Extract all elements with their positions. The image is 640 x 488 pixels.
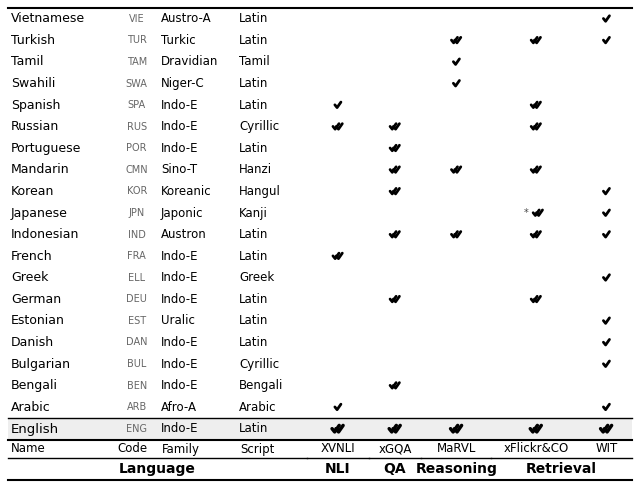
Text: Indo-E: Indo-E — [161, 423, 198, 435]
Text: Latin: Latin — [239, 12, 269, 25]
Text: JPN: JPN — [129, 208, 145, 218]
Text: Bengali: Bengali — [239, 379, 284, 392]
Text: Latin: Latin — [239, 99, 269, 112]
Text: RUS: RUS — [127, 122, 147, 132]
Text: Arabic: Arabic — [11, 401, 51, 414]
Text: German: German — [11, 293, 61, 306]
Text: Greek: Greek — [11, 271, 49, 284]
Text: Korean: Korean — [11, 185, 54, 198]
Bar — [8, 418, 632, 440]
Text: Swahili: Swahili — [11, 77, 56, 90]
Text: DAN: DAN — [126, 338, 147, 347]
Text: *: * — [524, 208, 529, 218]
Text: QA: QA — [384, 462, 406, 476]
Text: Indonesian: Indonesian — [11, 228, 79, 241]
Text: Indo-E: Indo-E — [161, 271, 198, 284]
Text: Koreanic: Koreanic — [161, 185, 211, 198]
Text: Cyrillic: Cyrillic — [239, 358, 280, 370]
Text: Hanzi: Hanzi — [239, 163, 273, 176]
Text: Spanish: Spanish — [11, 99, 60, 112]
Text: Latin: Latin — [239, 423, 269, 435]
Text: SPA: SPA — [127, 100, 146, 110]
Text: Portuguese: Portuguese — [11, 142, 81, 155]
Text: Latin: Latin — [239, 293, 269, 306]
Text: Retrieval: Retrieval — [526, 462, 597, 476]
Text: Turkic: Turkic — [161, 34, 195, 47]
Text: Estonian: Estonian — [11, 314, 65, 327]
Text: Japonic: Japonic — [161, 206, 204, 220]
Text: English: English — [11, 423, 59, 435]
Text: BUL: BUL — [127, 359, 147, 369]
Text: BEN: BEN — [127, 381, 147, 390]
Text: Bulgarian: Bulgarian — [11, 358, 71, 370]
Text: Turkish: Turkish — [11, 34, 55, 47]
Text: EST: EST — [127, 316, 146, 326]
Text: IND: IND — [128, 229, 146, 240]
Text: Vietnamese: Vietnamese — [11, 12, 85, 25]
Text: Kanji: Kanji — [239, 206, 268, 220]
Text: Family: Family — [162, 443, 200, 455]
Text: Uralic: Uralic — [161, 314, 195, 327]
Text: Danish: Danish — [11, 336, 54, 349]
Text: ENG: ENG — [126, 424, 147, 434]
Text: ELL: ELL — [128, 273, 145, 283]
Text: French: French — [11, 250, 52, 263]
Text: xGQA: xGQA — [378, 443, 412, 455]
Text: Code: Code — [118, 443, 148, 455]
Text: MaRVL: MaRVL — [436, 443, 476, 455]
Text: Austron: Austron — [161, 228, 207, 241]
Text: Latin: Latin — [239, 77, 269, 90]
Text: Indo-E: Indo-E — [161, 336, 198, 349]
Text: Greek: Greek — [239, 271, 275, 284]
Text: Reasoning: Reasoning — [415, 462, 497, 476]
Text: NLI: NLI — [325, 462, 351, 476]
Text: Sino-T: Sino-T — [161, 163, 197, 176]
Text: TAM: TAM — [127, 57, 147, 67]
Text: Name: Name — [11, 443, 45, 455]
Text: Afro-A: Afro-A — [161, 401, 197, 414]
Text: Bengali: Bengali — [11, 379, 58, 392]
Text: Indo-E: Indo-E — [161, 120, 198, 133]
Text: Latin: Latin — [239, 142, 269, 155]
Text: Language: Language — [119, 462, 196, 476]
Text: Latin: Latin — [239, 228, 269, 241]
Text: Latin: Latin — [239, 336, 269, 349]
Text: Indo-E: Indo-E — [161, 250, 198, 263]
Text: TUR: TUR — [127, 35, 147, 45]
Text: Arabic: Arabic — [239, 401, 277, 414]
Text: Tamil: Tamil — [239, 56, 270, 68]
Text: Latin: Latin — [239, 34, 269, 47]
Text: xFlickr&CO: xFlickr&CO — [504, 443, 569, 455]
Text: Dravidian: Dravidian — [161, 56, 218, 68]
Text: XVNLI: XVNLI — [321, 443, 355, 455]
Text: Latin: Latin — [239, 250, 269, 263]
Text: Indo-E: Indo-E — [161, 358, 198, 370]
Text: Austro-A: Austro-A — [161, 12, 211, 25]
Text: POR: POR — [127, 143, 147, 153]
Text: Script: Script — [240, 443, 275, 455]
Text: Indo-E: Indo-E — [161, 142, 198, 155]
Text: VIE: VIE — [129, 14, 145, 24]
Text: DEU: DEU — [126, 294, 147, 305]
Text: Niger-C: Niger-C — [161, 77, 205, 90]
Text: KOR: KOR — [127, 186, 147, 197]
Text: Cyrillic: Cyrillic — [239, 120, 280, 133]
Text: CMN: CMN — [125, 165, 148, 175]
Text: Latin: Latin — [239, 314, 269, 327]
Text: FRA: FRA — [127, 251, 146, 261]
Text: Indo-E: Indo-E — [161, 99, 198, 112]
Text: Russian: Russian — [11, 120, 60, 133]
Text: Tamil: Tamil — [11, 56, 44, 68]
Text: SWA: SWA — [126, 79, 148, 88]
Text: Indo-E: Indo-E — [161, 379, 198, 392]
Text: Japanese: Japanese — [11, 206, 68, 220]
Text: Mandarin: Mandarin — [11, 163, 70, 176]
Text: WIT: WIT — [595, 443, 618, 455]
Text: Hangul: Hangul — [239, 185, 281, 198]
Text: Indo-E: Indo-E — [161, 293, 198, 306]
Text: ARB: ARB — [127, 402, 147, 412]
